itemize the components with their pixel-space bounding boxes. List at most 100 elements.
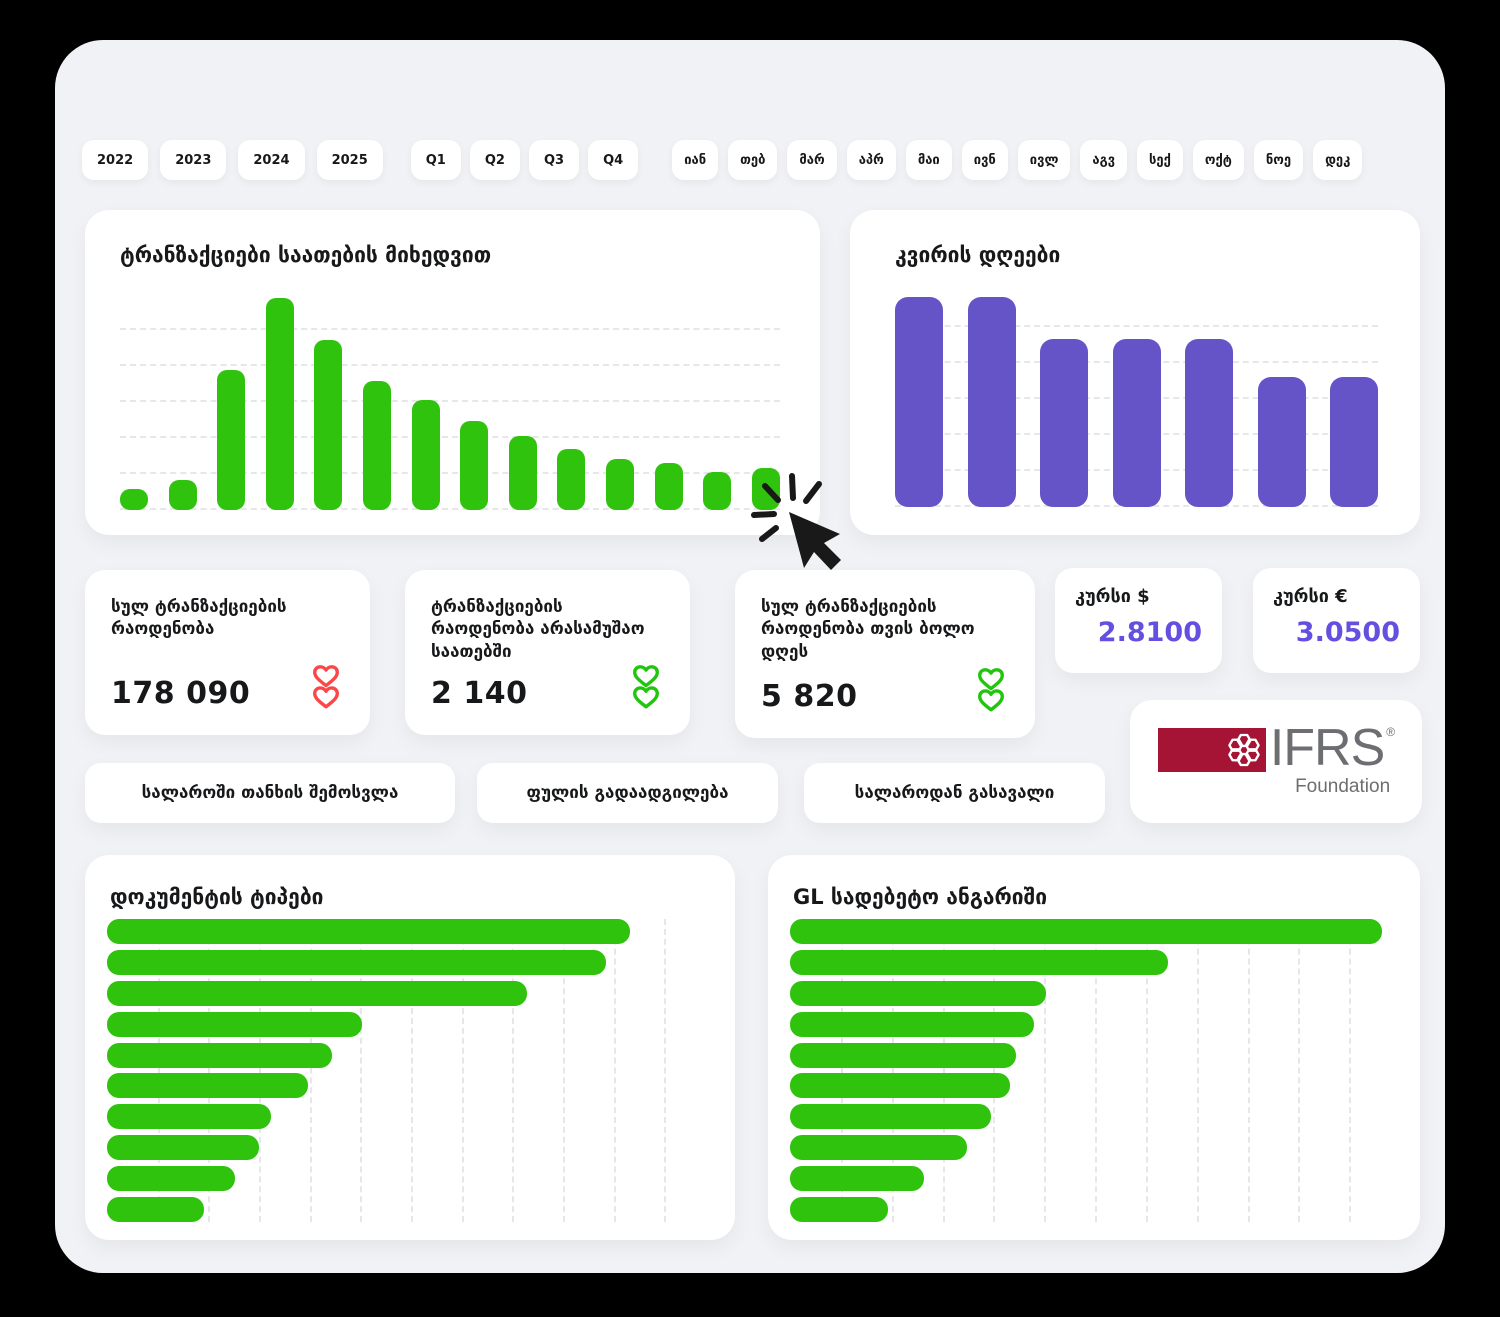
gridline [259, 919, 261, 1222]
transactions-by-hours-bar [508, 435, 537, 510]
weekdays-bar [1330, 376, 1378, 507]
transactions-by-hours-bar [411, 399, 440, 510]
gridline [993, 919, 996, 1222]
gl-debit-account-bar [790, 949, 1169, 975]
transactions-by-hours-bar [217, 370, 246, 510]
gridline [120, 436, 780, 438]
gridline [1247, 919, 1250, 1222]
filter-month-მარ[interactable]: მარ [787, 140, 837, 180]
filter-month-ოქტ[interactable]: ოქტ [1192, 140, 1244, 180]
money-transfer-button[interactable]: ფულის გადაადგილება [477, 763, 778, 823]
filter-quarter-Q3[interactable]: Q3 [528, 140, 580, 180]
chart-plot-transactions-by-hours [120, 298, 780, 510]
document-types-bar [107, 1166, 235, 1191]
filter-month-აპრ[interactable]: აპრ [846, 140, 896, 180]
gridline [461, 919, 464, 1222]
filter-month-სექ[interactable]: სექ [1137, 140, 1183, 180]
filter-year-2025[interactable]: 2025 [316, 140, 383, 180]
stat-card-nonworking-hours: ტრანზაქციების რაოდენობა არასამუშაო საათე… [405, 570, 690, 735]
gridline [309, 919, 312, 1222]
trend-down-icon [978, 668, 1004, 712]
stat-value: 178 090 [111, 676, 251, 711]
filter-month-დეკ[interactable]: დეკ [1313, 140, 1363, 180]
weekdays-bar [1112, 339, 1161, 507]
year-filter-group: 2022 2023 2024 2025 [82, 140, 383, 180]
stat-label: ტრანზაქციების რაოდენობა არასამუშაო საათე… [431, 597, 645, 662]
document-types-bar [107, 980, 527, 1006]
chart-title: დოკუმენტის ტიპები [110, 885, 324, 909]
chart-title: GL სადებეტო ანგარიში [793, 885, 1048, 909]
chart-card-transactions-by-hours: ტრანზაქციები საათების მიხედვით [85, 210, 820, 535]
trend-down-icon [633, 665, 659, 709]
gl-debit-account-bar [790, 1042, 1016, 1068]
ifrs-red-block [1157, 728, 1266, 773]
document-types-bar [107, 1073, 308, 1099]
gridline [942, 919, 945, 1222]
weekdays-bar [967, 297, 1016, 507]
weekdays-bar [1257, 376, 1306, 507]
bars [107, 919, 715, 1222]
gridline [664, 919, 667, 1222]
gl-debit-account-bar [790, 1166, 925, 1191]
gridline [563, 919, 565, 1222]
cash-in-button[interactable]: სალაროში თანხის შემოსვლა [85, 763, 455, 823]
filter-month-იან[interactable]: იან [672, 140, 719, 180]
stat-value: 2 140 [431, 676, 528, 712]
gridline [1044, 919, 1047, 1222]
gridline [208, 919, 211, 1222]
trend-down-icon [313, 665, 339, 709]
chart-card-weekdays: კვირის დღეები [850, 210, 1420, 535]
transactions-by-hours-bar [265, 298, 294, 510]
gridline [120, 472, 780, 474]
filter-month-ნოე[interactable]: ნოე [1253, 140, 1304, 180]
gridline [1298, 919, 1301, 1222]
filter-quarter-Q2[interactable]: Q2 [469, 140, 520, 180]
currency-label: კურსი $ [1075, 586, 1150, 607]
transactions-by-hours-bar [703, 471, 732, 510]
transactions-by-hours-bar [363, 380, 392, 510]
weekdays-bar [1185, 339, 1233, 507]
gridline [360, 919, 363, 1222]
chart-card-document-types: დოკუმენტის ტიპები [85, 855, 735, 1240]
filter-year-2022[interactable]: 2022 [82, 140, 149, 180]
gridline [840, 919, 843, 1222]
transactions-by-hours-bar [654, 463, 683, 510]
filter-month-ივლ[interactable]: ივლ [1017, 140, 1071, 180]
quarter-filter-group: Q1 Q2 Q3 Q4 [410, 140, 639, 180]
filter-month-თებ[interactable]: თებ [728, 140, 778, 180]
bars [895, 297, 1378, 507]
hexagon-rosette-icon [1228, 733, 1260, 767]
bars [790, 919, 1400, 1222]
chart-title: კვირის დღეები [895, 243, 1061, 267]
transactions-by-hours-bar [460, 420, 489, 510]
document-types-bar [107, 949, 606, 975]
gridline [1095, 919, 1097, 1222]
filter-month-აგვ[interactable]: აგვ [1080, 140, 1128, 180]
cash-out-button[interactable]: სალაროდან გასავალი [804, 763, 1105, 823]
transactions-by-hours-bar [168, 480, 197, 510]
document-types-bar [107, 1104, 272, 1130]
transactions-by-hours-bar [120, 488, 148, 510]
registered-mark: ® [1386, 725, 1395, 740]
filter-quarter-Q1[interactable]: Q1 [410, 140, 461, 180]
document-types-bar [107, 1011, 363, 1037]
document-types-bar [107, 919, 630, 944]
currency-label: კურსი € [1273, 586, 1348, 607]
chart-plot-weekdays [895, 297, 1378, 507]
filter-month-მაი[interactable]: მაი [905, 140, 952, 180]
bars [120, 298, 780, 510]
gridline [512, 919, 515, 1222]
filter-quarter-Q4[interactable]: Q4 [588, 140, 639, 180]
gridline [1349, 919, 1352, 1222]
filter-year-2023[interactable]: 2023 [160, 140, 227, 180]
transactions-by-hours-bar [606, 459, 635, 510]
stat-label: სულ ტრანზაქციების რაოდენობა [111, 597, 287, 640]
currency-value: 2.8100 [1097, 617, 1202, 648]
chart-plot-gl-debit-account [790, 919, 1400, 1222]
stat-card-total-transactions: სულ ტრანზაქციების რაოდენობა 178 090 [85, 570, 370, 735]
filter-year-2024[interactable]: 2024 [238, 140, 305, 180]
filter-month-ივნ[interactable]: ივნ [961, 140, 1008, 180]
click-cursor-icon [751, 473, 841, 570]
stat-label: სულ ტრანზაქციების რაოდენობა თვის ბოლო დღ… [761, 597, 975, 662]
weekdays-bar [1040, 339, 1088, 507]
